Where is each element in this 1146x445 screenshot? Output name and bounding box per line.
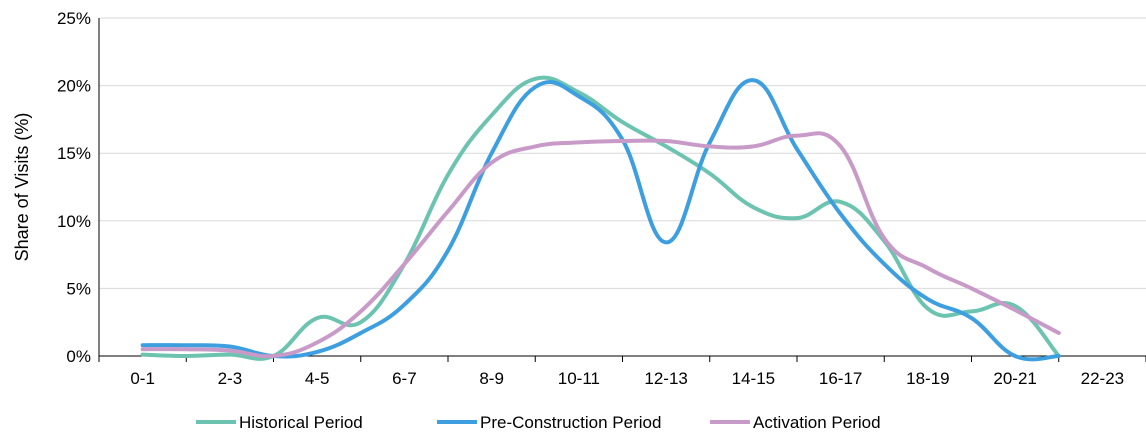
legend-label: Historical Period (239, 413, 363, 432)
y-tick-label: 10% (57, 212, 91, 231)
y-tick-label: 20% (57, 77, 91, 96)
y-tick-label: 0% (66, 347, 91, 366)
x-tick-label: 12-13 (644, 369, 687, 388)
x-tick-label: 8-9 (479, 369, 504, 388)
x-axis-ticks: 0-1 2-3 4-5 6-7 8-9 10-11 12-13 14-15 16-17 18-19… (98, 356, 1146, 388)
legend-label: Activation Period (753, 413, 881, 432)
y-axis-label: Share of Visits (%) (12, 113, 32, 262)
series-line-2 (140, 78, 1061, 362)
x-tick-label: 18-19 (906, 369, 949, 388)
series-line-3 (140, 131, 1061, 359)
x-tick-label: 2-3 (218, 369, 243, 388)
legend: Historical Period Pre-Construction Period… (196, 413, 881, 432)
grid-lines (99, 17, 1146, 289)
x-tick-label: 4-5 (305, 369, 330, 388)
x-tick-label: 22-23 (1081, 369, 1124, 388)
series-lines (140, 75, 1061, 362)
y-tick-label: 25% (57, 9, 91, 28)
x-tick-label: 6-7 (392, 369, 417, 388)
legend-label: Pre-Construction Period (480, 413, 661, 432)
y-axis-ticks: 0% 5% 10% 15% 20% 25% (57, 9, 91, 366)
x-tick-label: 0-1 (130, 369, 155, 388)
x-tick-label: 10-11 (558, 369, 600, 388)
series-line-1 (140, 75, 1061, 361)
y-tick-label: 5% (66, 279, 91, 298)
x-tick-label: 16-17 (819, 369, 862, 388)
x-tick-label: 14-15 (732, 369, 775, 388)
y-tick-label: 15% (57, 144, 91, 163)
x-tick-label: 20-21 (993, 369, 1036, 388)
